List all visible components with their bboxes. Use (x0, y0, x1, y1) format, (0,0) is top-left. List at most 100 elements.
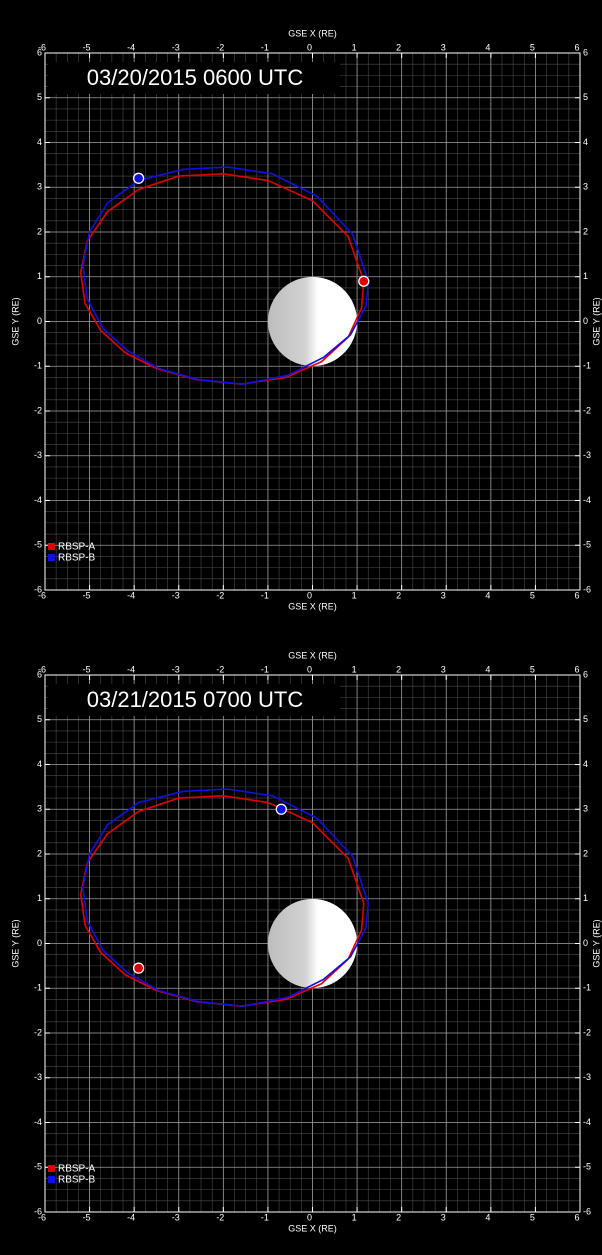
chart-title: 03/20/2015 0600 UTC (87, 65, 304, 90)
y-tick-label: -4 (34, 495, 42, 505)
x-tick-label: 3 (441, 590, 446, 600)
y-tick-label: -5 (583, 540, 591, 550)
x-tick-label: 1 (352, 590, 357, 600)
legend-swatch (48, 1176, 55, 1183)
y-tick-label: 1 (583, 893, 588, 903)
x-tick-label: -5 (83, 590, 91, 600)
y-tick-label: -1 (583, 361, 591, 371)
y-tick-label: 2 (583, 848, 588, 858)
y-tick-label: -2 (583, 405, 591, 415)
legend-label: RBSP-A (58, 1164, 96, 1175)
legend-swatch (48, 554, 55, 561)
y-tick-label: -6 (34, 1206, 42, 1216)
y-tick-label: 3 (37, 182, 42, 192)
y-tick-label: -2 (34, 405, 42, 415)
y-tick-label: -4 (583, 495, 591, 505)
legend-label: RBSP-B (58, 553, 96, 564)
x-tick-label: 1 (352, 664, 357, 674)
x-axis-label: GSE X (RE) (288, 601, 337, 611)
panel: -6-6-5-5-4-4-3-3-2-2-1-100112233445566-6… (10, 28, 601, 611)
y-tick-label: -3 (34, 1072, 42, 1082)
x-tick-label: -1 (261, 42, 269, 52)
x-tick-label: -2 (216, 42, 224, 52)
spacecraft-marker (134, 963, 144, 973)
legend-swatch (48, 1165, 55, 1172)
x-tick-label: 2 (396, 664, 401, 674)
y-tick-label: -5 (34, 540, 42, 550)
y-tick-label: -4 (34, 1117, 42, 1127)
y-tick-label: 4 (583, 137, 588, 147)
y-tick-label: 5 (37, 714, 42, 724)
y-tick-label: 5 (37, 92, 42, 102)
y-tick-label: 1 (37, 893, 42, 903)
x-tick-label: -4 (127, 590, 135, 600)
y-tick-label: -1 (34, 361, 42, 371)
y-tick-label: -3 (583, 1072, 591, 1082)
chart-title: 03/21/2015 0700 UTC (87, 687, 304, 712)
y-tick-label: 2 (37, 226, 42, 236)
x-tick-label: -2 (216, 1212, 224, 1222)
y-tick-label: -1 (583, 983, 591, 993)
x-tick-label: -3 (172, 1212, 180, 1222)
y-tick-label: 3 (583, 182, 588, 192)
earth (268, 899, 357, 988)
x-tick-label: 1 (352, 1212, 357, 1222)
y-axis-label: GSE Y (RE) (591, 919, 601, 967)
y-tick-label: 1 (37, 271, 42, 281)
x-tick-label: 2 (396, 1212, 401, 1222)
y-tick-label: 6 (37, 669, 42, 679)
x-tick-label: 6 (574, 590, 579, 600)
x-tick-label: 3 (441, 42, 446, 52)
y-axis-label: GSE Y (RE) (591, 297, 601, 345)
legend-label: RBSP-A (58, 542, 96, 553)
x-tick-label: 4 (485, 42, 490, 52)
y-tick-label: -4 (583, 1117, 591, 1127)
x-tick-label: 5 (530, 42, 535, 52)
x-tick-label: 0 (307, 664, 312, 674)
y-tick-label: 3 (37, 804, 42, 814)
y-tick-label: -5 (583, 1162, 591, 1172)
page: {"chart_data": [ {"type": "orbit", "titl… (0, 0, 602, 1250)
x-tick-label: 5 (530, 664, 535, 674)
chart: -6-6-5-5-4-4-3-3-2-2-1-100112233445566-6… (0, 0, 602, 1250)
y-axis-label: GSE Y (RE) (10, 297, 20, 345)
x-tick-label: -5 (83, 664, 91, 674)
legend-swatch (48, 543, 55, 550)
x-tick-label: 2 (396, 42, 401, 52)
x-tick-label: 0 (307, 590, 312, 600)
x-tick-label: 6 (574, 1212, 579, 1222)
x-tick-label: -1 (261, 590, 269, 600)
x-tick-label: 6 (574, 42, 579, 52)
y-tick-label: -3 (34, 450, 42, 460)
x-tick-label: 3 (441, 664, 446, 674)
y-tick-label: 4 (583, 759, 588, 769)
x-tick-label: 0 (307, 42, 312, 52)
x-tick-label: 4 (485, 664, 490, 674)
y-tick-label: 0 (37, 938, 42, 948)
y-tick-label: 1 (583, 271, 588, 281)
spacecraft-marker (134, 173, 144, 183)
x-tick-label: -2 (216, 590, 224, 600)
x-tick-label: -4 (127, 664, 135, 674)
spacecraft-marker (276, 804, 286, 814)
y-tick-label: 0 (37, 316, 42, 326)
x-tick-label: -3 (172, 590, 180, 600)
x-tick-label: 5 (530, 1212, 535, 1222)
y-tick-label: 0 (583, 316, 588, 326)
y-tick-label: -2 (583, 1027, 591, 1037)
x-tick-label: 3 (441, 1212, 446, 1222)
x-tick-label: -4 (127, 42, 135, 52)
x-tick-label: 6 (574, 664, 579, 674)
y-tick-label: 4 (37, 137, 42, 147)
x-tick-label: 4 (485, 590, 490, 600)
x-tick-label: -1 (261, 664, 269, 674)
earth (268, 277, 357, 366)
x-tick-label: -5 (83, 42, 91, 52)
legend-label: RBSP-B (58, 1175, 96, 1186)
x-tick-label: 4 (485, 1212, 490, 1222)
y-tick-label: 2 (37, 848, 42, 858)
y-tick-label: 5 (583, 714, 588, 724)
y-tick-label: -1 (34, 983, 42, 993)
x-axis-label: GSE X (RE) (288, 650, 337, 660)
y-tick-label: 5 (583, 92, 588, 102)
